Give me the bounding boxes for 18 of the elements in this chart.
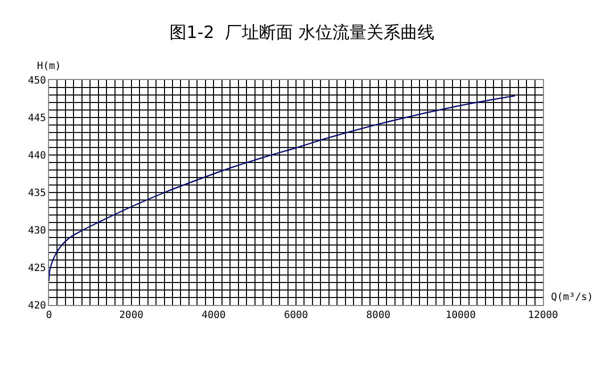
y-tick-label: 430	[28, 226, 46, 236]
chart-title: 图1-2 厂址断面 水位流量关系曲线	[170, 22, 434, 43]
y-tick-label: 425	[28, 263, 46, 274]
y-tick-label: 435	[28, 188, 46, 199]
x-tick-label: 6000	[284, 310, 308, 321]
x-tick-label: 2000	[119, 310, 144, 321]
x-tick-label: 4000	[202, 310, 226, 321]
x-tick-label: 8000	[366, 310, 390, 321]
y-tick-label: 420	[28, 300, 46, 312]
x-tick-label: 0	[46, 310, 52, 321]
y-tick-label: 450	[28, 76, 46, 86]
y-tick-label: 440	[28, 150, 46, 162]
x-tick-label: 10000	[446, 310, 476, 321]
y-tick-label: 445	[28, 113, 46, 124]
x-tick-label: 12000	[528, 310, 558, 321]
y-axis-title: H(m)	[37, 61, 62, 72]
line-series	[49, 95, 516, 282]
x-axis-title: Q(m³/s)	[551, 292, 594, 303]
